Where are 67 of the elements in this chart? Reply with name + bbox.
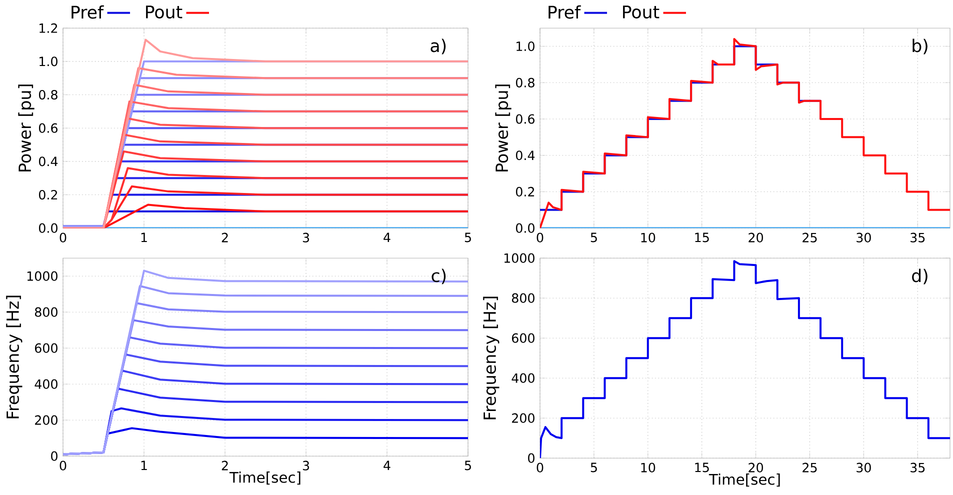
y-tick-label: 400: [34, 379, 58, 389]
x-tick-label: 3: [302, 460, 310, 470]
y-tick-label: 600: [35, 343, 58, 353]
x-tick-label: 20: [748, 232, 763, 242]
legend-label: Pref: [72, 5, 104, 19]
x-tick-label: 5: [590, 232, 597, 242]
x-tick-label: 4: [384, 232, 390, 242]
annotation: a): [430, 38, 446, 54]
legend-label: Pout: [146, 6, 182, 18]
x-tick-label: 3: [302, 232, 310, 242]
y-tick-label: 200: [512, 413, 534, 423]
x-tick-label: 1: [141, 460, 147, 470]
y-tick-label: 1.0: [40, 56, 58, 66]
y-tick-label: 200: [35, 415, 58, 425]
y-tick-label: 0.0: [38, 223, 58, 233]
y-tick-label: 0: [528, 453, 534, 463]
x-tick-label: 0: [536, 232, 544, 242]
x-tick-label: 2: [222, 460, 228, 470]
y-tick-label: 0.0: [516, 223, 534, 233]
annotation: c): [432, 268, 446, 284]
x-tick-label: 30: [856, 462, 871, 472]
y-axis-title: Power [pu]: [495, 84, 512, 172]
y-axis-title: Power [pu]: [18, 84, 34, 172]
x-tick-label: 15: [695, 462, 709, 472]
y-tick-label: 0: [51, 451, 58, 461]
x-tick-label: 35: [910, 232, 925, 242]
annotation: d): [912, 268, 928, 284]
x-tick-label: 1: [141, 232, 147, 242]
x-axis-title: Time[sec]: [708, 473, 780, 487]
legend-label: Pout: [623, 6, 660, 18]
x-tick-label: 10: [641, 462, 656, 472]
x-tick-label: 35: [910, 462, 925, 472]
y-tick-label: 0.2: [38, 190, 58, 200]
x-tick-label: 30: [856, 232, 871, 242]
x-tick-label: 5: [464, 460, 471, 470]
x-tick-label: 0: [536, 462, 544, 472]
x-tick-label: 25: [802, 232, 817, 242]
x-tick-label: 10: [641, 232, 656, 242]
y-tick-label: 1000: [504, 253, 534, 263]
y-axis-title: Frequency [Hz]: [483, 296, 500, 420]
y-tick-label: 0.6: [516, 114, 534, 124]
y-tick-label: 800: [512, 293, 534, 303]
y-tick-label: 0.8: [38, 90, 58, 100]
x-tick-label: 0: [60, 460, 66, 470]
y-tick-label: 400: [512, 373, 534, 383]
annotation: b): [912, 38, 928, 54]
y-tick-label: 0.4: [516, 150, 535, 160]
y-tick-label: 800: [34, 307, 58, 317]
y-tick-label: 600: [512, 333, 534, 343]
y-tick-label: 0.8: [516, 78, 534, 88]
y-axis-title: Frequency [Hz]: [6, 296, 22, 418]
x-tick-label: 20: [748, 462, 764, 472]
y-tick-label: 0.2: [516, 186, 534, 196]
x-tick-label: 25: [802, 462, 817, 472]
y-tick-label: 1000: [27, 271, 58, 281]
y-tick-label: 0.4: [38, 156, 58, 166]
x-axis-title: Time[sec]: [229, 471, 300, 485]
y-tick-label: 1.0: [516, 41, 534, 52]
x-tick-label: 5: [590, 462, 597, 472]
y-tick-label: 1.2: [40, 23, 58, 33]
x-tick-label: 15: [695, 232, 709, 242]
x-tick-label: 5: [464, 232, 471, 242]
y-tick-label: 0.6: [38, 123, 58, 133]
legend-label: Pref: [548, 5, 581, 19]
x-tick-label: 2: [222, 232, 228, 242]
x-tick-label: 0: [60, 232, 66, 242]
x-tick-label: 4: [384, 460, 390, 470]
